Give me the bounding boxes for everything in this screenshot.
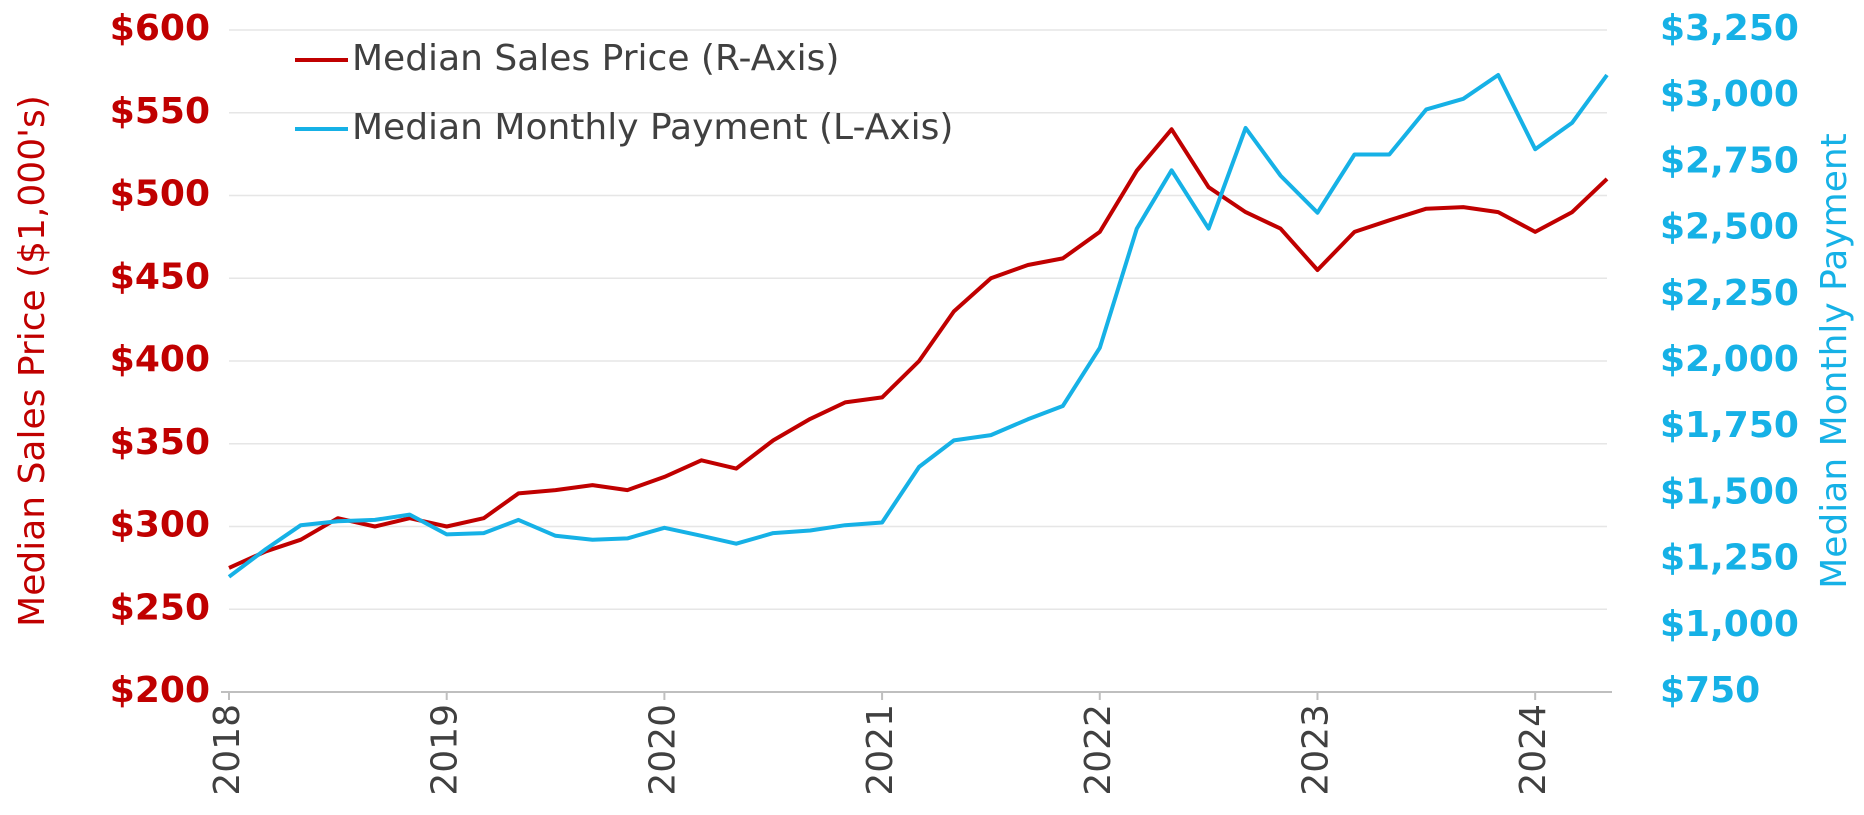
x-tick-label: 2018 [207,704,248,796]
y-tick-label: $200 [110,670,210,711]
series-line [227,73,1609,579]
series-line [228,127,1609,570]
x-tick-label: 2022 [1078,704,1119,796]
x-tick-label: 2021 [860,704,901,796]
x-tick-label: 2020 [642,704,683,796]
y-tick-label: $600 [110,8,210,49]
x-tick-label: 2019 [425,704,466,796]
y2-tick-label: $2,250 [1660,273,1799,314]
y2-tick-label: $1,000 [1660,604,1799,645]
y2-tick-label: $1,750 [1660,405,1799,446]
y-tick-label: $350 [110,422,210,463]
y2-tick-label: $2,750 [1660,140,1799,181]
y2-tick-label: $1,500 [1660,471,1799,512]
y2-tick-label: $2,500 [1660,207,1799,248]
legend-label: Median Sales Price (R-Axis) [352,38,839,79]
y-tick-label: $300 [110,505,210,546]
x-tick-label: 2024 [1513,704,1554,796]
y2-tick-label: $3,000 [1660,74,1799,115]
y2-tick-label: $1,250 [1660,538,1799,579]
y-tick-label: $500 [110,174,210,215]
legend-label: Median Monthly Payment (L-Axis) [352,107,953,148]
y-tick-label: $400 [110,339,210,380]
x-tick-label: 2023 [1295,704,1336,796]
y-tick-label: $450 [110,256,210,297]
y2-axis-title: Median Monthly Payment [1814,133,1855,589]
y2-tick-label: $750 [1660,670,1760,711]
y-tick-label: $250 [110,587,210,628]
y-tick-label: $550 [110,91,210,132]
y-axis-title: Median Sales Price ($1,000's) [12,95,53,627]
y2-tick-label: $3,250 [1660,8,1799,49]
y2-tick-label: $2,000 [1660,339,1799,380]
